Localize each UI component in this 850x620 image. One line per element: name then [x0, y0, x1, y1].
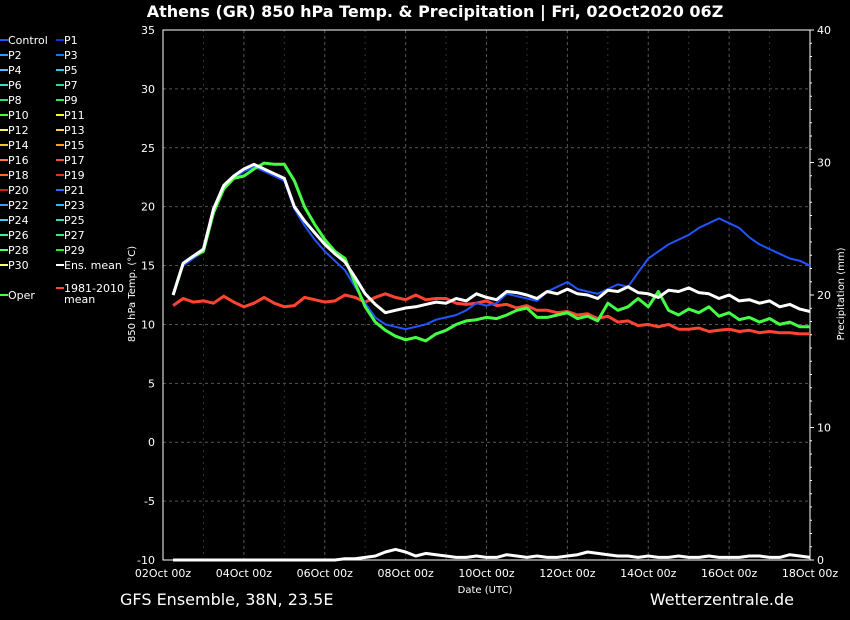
legend-label-right-17: 1981-2010 — [64, 282, 124, 295]
x-tick-label: 16Oct 00z — [701, 567, 758, 580]
y2-tick-label: 10 — [817, 422, 831, 435]
legend-label-right-12: P25 — [64, 214, 85, 227]
legend-label-right-7: P15 — [64, 139, 85, 152]
control-temp-line — [172, 165, 811, 331]
x-tick-label: 04Oct 00z — [216, 567, 273, 580]
legend-label-right-2: P5 — [64, 64, 78, 77]
legend-label-left-17: Oper — [8, 289, 35, 302]
chart-axes: -10 -5 0 5 10 15 20 25 30 35 0 10 20 30 40 02Oct 00z 04O… — [135, 24, 839, 580]
footer-model-info: GFS Ensemble, 38N, 23.5E — [120, 590, 333, 609]
legend-label-left-12: P24 — [8, 214, 29, 227]
footer-source: Wetterzentrale.de — [650, 590, 794, 609]
legend-label-left-10: P20 — [8, 184, 29, 197]
legend-label-left-13: P26 — [8, 229, 29, 242]
legend-label-left-9: P18 — [8, 169, 29, 182]
legend-label-left-15: P30 — [8, 259, 29, 272]
legend-label-right-4: P9 — [64, 94, 78, 107]
y-tick-label: -10 — [137, 554, 155, 567]
x-tick-label: 02Oct 00z — [135, 567, 192, 580]
legend-label-left-1: P2 — [8, 49, 22, 62]
x-tick-label: 10Oct 00z — [458, 567, 515, 580]
legend-label-left-6: P12 — [8, 124, 29, 137]
y2-tick-label: 40 — [817, 24, 831, 37]
y-tick-label: -5 — [144, 495, 155, 508]
y-tick-label: 20 — [141, 201, 155, 214]
legend-label-right-1: P3 — [64, 49, 78, 62]
legend-label-right-9: P19 — [64, 169, 85, 182]
y-tick-label: 5 — [148, 377, 155, 390]
y2-tick-label: 20 — [817, 289, 831, 302]
x-tick-label: 06Oct 00z — [297, 567, 354, 580]
x-tick-label: 12Oct 00z — [539, 567, 596, 580]
legend-label-left-4: P8 — [8, 94, 22, 107]
chart-series — [171, 161, 811, 562]
legend-label-right-10: P21 — [64, 184, 85, 197]
y-tick-label: 10 — [141, 318, 155, 331]
legend-label-right-5: P11 — [64, 109, 85, 122]
y-tick-label: 15 — [141, 260, 155, 273]
legend-label-left-14: P28 — [8, 244, 29, 257]
legend-label-left-8: P16 — [8, 154, 29, 167]
x-tick-label: 08Oct 00z — [377, 567, 434, 580]
climatology-mean-temp-line — [172, 292, 810, 336]
y2-tick-label: 30 — [817, 157, 831, 170]
legend-label-right-15: Ens. mean — [64, 259, 122, 272]
legend-label-left-7: P14 — [8, 139, 29, 152]
legend-label-right-3: P7 — [64, 79, 78, 92]
y2-tick-label: 0 — [817, 554, 824, 567]
y-axis-label: 850 hPa Temp. (°C) — [127, 246, 138, 342]
chart-legend: Control P2 P4 P6 P8 P10 P12 P14 P16 P18 P20 P22 P24 P… — [0, 34, 124, 306]
x-tick-label: 18Oct 00z — [782, 567, 839, 580]
x-tick-label: 14Oct 00z — [620, 567, 677, 580]
legend-label-left-3: P6 — [8, 79, 22, 92]
y2-axis-label: Precipitation (mm) — [836, 247, 847, 340]
chart-title: Athens (GR) 850 hPa Temp. & Precipitatio… — [147, 2, 724, 22]
legend-label-left-2: P4 — [8, 64, 22, 77]
ens-mean-temp-line — [171, 162, 811, 315]
oper-temp-line — [171, 161, 810, 343]
legend-label-left-5: P10 — [8, 109, 29, 122]
legend-label-right-13: P27 — [64, 229, 85, 242]
legend-label-right-17-cont: mean — [64, 293, 95, 306]
legend-label-right-14: P29 — [64, 244, 85, 257]
legend-label-left-11: P22 — [8, 199, 29, 212]
legend-label-left-0: Control — [8, 34, 48, 47]
legend-label-right-6: P13 — [64, 124, 85, 137]
y-tick-label: 0 — [148, 436, 155, 449]
legend-label-right-11: P23 — [64, 199, 85, 212]
x-axis-label: Date (UTC) — [458, 585, 513, 596]
y-tick-label: 35 — [141, 24, 155, 37]
y-tick-label: 30 — [141, 83, 155, 96]
legend-label-right-0: P1 — [64, 34, 78, 47]
legend-label-right-8: P17 — [64, 154, 85, 167]
ens-mean-precip-line — [173, 547, 811, 562]
y-tick-label: 25 — [141, 142, 155, 155]
